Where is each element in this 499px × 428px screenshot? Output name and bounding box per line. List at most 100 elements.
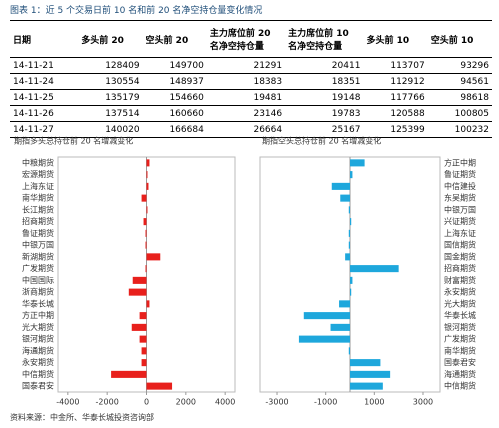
column-header: 多头前 20 (78, 20, 143, 58)
bar (350, 382, 383, 390)
category-label: 浙商期货 (22, 287, 54, 297)
category-label: 广发期货 (22, 263, 54, 273)
bar (331, 182, 350, 190)
table-cell: 135179 (78, 89, 143, 106)
category-label: 宏源期货 (22, 169, 54, 179)
table-cell: 14-11-21 (10, 57, 79, 74)
table-row: 14-11-24 130554 148937 18383 18351 112912 9456… (10, 73, 492, 90)
table-row: 14-11-25 135179 154660 19481 19148 117766 9861… (10, 89, 492, 106)
table-cell: 100232 (427, 121, 492, 138)
category-label: 中信建投 (444, 181, 476, 191)
bar (146, 171, 148, 179)
category-label: 银河期货 (444, 322, 476, 332)
bar (146, 300, 150, 308)
bar (146, 206, 148, 214)
bar (350, 359, 381, 367)
x-tick-label: -3000 (265, 398, 288, 407)
source-note: 资料来源：中金所、华泰长城投资咨询部 (10, 413, 154, 422)
table-cell: 19481 (206, 89, 286, 106)
bar (141, 194, 147, 202)
bar (350, 218, 352, 226)
bar (145, 265, 147, 273)
bar (139, 312, 147, 320)
x-tick-label: 2000 (176, 398, 196, 407)
bar (303, 312, 350, 320)
category-label: 南华期货 (22, 193, 54, 203)
x-tick-label: -2000 (96, 398, 119, 407)
category-label: 兴证期货 (444, 216, 476, 226)
category-label: 永安期货 (22, 357, 54, 367)
category-label: 光大期货 (444, 298, 476, 308)
table-cell: 20411 (285, 57, 364, 74)
bar (348, 347, 350, 355)
category-label: 方正中期 (22, 310, 54, 320)
table-cell: 148937 (142, 73, 207, 90)
table-cell: 25167 (285, 121, 364, 138)
category-label: 海通期货 (22, 345, 54, 355)
category-label: 中信期货 (444, 381, 476, 391)
x-tick-label: 3000 (413, 398, 433, 407)
table-row: 14-11-21 128409 149700 21291 20411 113707 9329… (10, 57, 492, 74)
column-header: 空头前 10 (427, 20, 492, 58)
bar (128, 288, 147, 296)
category-label: 中银万国 (22, 240, 54, 250)
table-cell: 125399 (363, 121, 428, 138)
table-cell: 149700 (142, 57, 207, 74)
bar (350, 276, 353, 284)
figure-title: 图表 1：近 5 个交易日前 10 名和前 20 名净空持仓量变化情况 (10, 6, 263, 16)
bar (350, 265, 399, 273)
category-label: 华泰长城 (22, 298, 54, 308)
bar (132, 276, 147, 284)
bar (348, 206, 350, 214)
bar (350, 288, 352, 296)
category-label: 上海东证 (22, 181, 54, 191)
table-cell: 14-11-27 (10, 121, 79, 138)
bar (146, 159, 150, 167)
bar (298, 335, 350, 343)
bar (139, 335, 147, 343)
category-label: 招商期货 (444, 263, 476, 273)
table-cell: 94561 (427, 73, 492, 90)
category-label: 南华期货 (444, 345, 476, 355)
column-header: 主力席位前 20 名净空持仓量 (206, 20, 286, 58)
bar (348, 241, 350, 249)
category-label: 国泰君安 (22, 381, 54, 391)
x-tick-label: 4000 (215, 398, 235, 407)
category-label: 财富期货 (444, 275, 476, 285)
bar (143, 218, 147, 226)
table-cell: 23146 (206, 105, 286, 122)
x-tick-label: -4000 (56, 398, 79, 407)
bar (146, 382, 173, 390)
x-tick-label: 1000 (364, 398, 384, 407)
table-cell: 120588 (363, 105, 428, 122)
category-label: 鲁证期货 (444, 169, 476, 179)
x-tick-label: 0 (144, 398, 149, 407)
category-label: 长江期货 (22, 204, 54, 214)
table-cell: 140020 (78, 121, 143, 138)
table-cell: 130554 (78, 73, 143, 90)
category-label: 鲁证期货 (22, 228, 54, 238)
table-cell: 117766 (363, 89, 428, 106)
category-label: 光大期货 (22, 322, 54, 332)
category-label: 国信期货 (444, 240, 476, 250)
table-cell: 14-11-24 (10, 73, 79, 90)
category-label: 上海东证 (444, 228, 476, 238)
category-label: 中粮期货 (22, 157, 54, 167)
category-label: 国泰君安 (444, 357, 476, 367)
category-label: 永安期货 (444, 287, 476, 297)
bar (141, 347, 147, 355)
column-header: 日期 (10, 20, 79, 58)
category-label: 国金期货 (444, 251, 476, 261)
table-cell: 160660 (142, 105, 207, 122)
bar (350, 370, 391, 378)
table-cell: 19783 (285, 105, 364, 122)
category-label: 东吴期货 (444, 193, 476, 203)
bar (146, 253, 161, 261)
bar (141, 359, 147, 367)
table-cell: 18351 (285, 73, 364, 90)
bar (348, 229, 350, 237)
table-cell: 21291 (206, 57, 286, 74)
bar (330, 323, 350, 331)
category-label: 中国国际 (22, 275, 54, 285)
x-tick-label: -1000 (314, 398, 337, 407)
